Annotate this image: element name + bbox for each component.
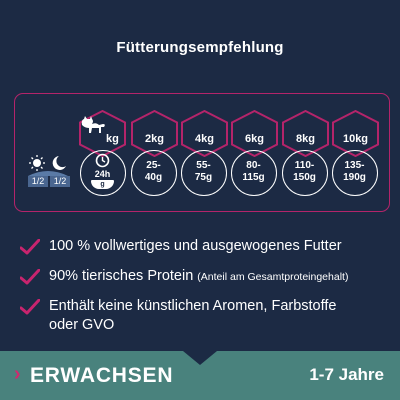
- list-item-text: 100 % vollwertiges und ausgewogenes Futt…: [49, 238, 342, 254]
- unit-label: kg: [106, 133, 119, 145]
- day-night-icon: [28, 155, 68, 176]
- age-range-label: 1-7 Jahre: [309, 365, 384, 384]
- list-item-note: (Anteil am Gesamtproteingehalt): [197, 271, 349, 283]
- life-stage-banner: › ERWACHSEN 1-7 Jahre: [0, 351, 400, 400]
- page-title: Fütterungsempfehlung: [116, 39, 284, 56]
- amount-circle: 135- 190g: [332, 150, 378, 196]
- weight-label: 2kg: [145, 133, 164, 145]
- cat-icon: [81, 116, 105, 133]
- chevron-right-icon: ›: [14, 363, 21, 385]
- amount-circle: 80- 115g: [231, 150, 277, 196]
- list-item-text: Enthält keine künstlichen Aromen, Farbst…: [49, 298, 337, 333]
- bowl-icon: g: [91, 180, 114, 189]
- amount-circle: 110- 150g: [282, 150, 328, 196]
- feeding-table-panel: [14, 93, 390, 212]
- sun-icon: [29, 155, 45, 171]
- bowl-label: g: [100, 181, 105, 188]
- weight-label: 4kg: [195, 133, 214, 145]
- weight-label: 8kg: [296, 133, 315, 145]
- amount-circle: 55- 75g: [181, 150, 227, 196]
- night-portion: 1/2: [50, 176, 70, 187]
- list-item-text: 90% tierisches Protein (Anteil am Gesamt…: [49, 267, 348, 287]
- daily-label: 24h: [94, 169, 111, 179]
- list-item-main: 90% tierisches Protein: [49, 268, 194, 284]
- life-stage-label: ERWACHSEN: [30, 364, 174, 387]
- amount-label: 25- 40g: [144, 160, 163, 183]
- checkmark-icon: [20, 299, 40, 315]
- clock-icon: [95, 153, 110, 168]
- weight-label: 10kg: [342, 133, 369, 145]
- checkmark-icon: [20, 239, 40, 255]
- amount-label: 80- 115g: [242, 160, 265, 183]
- moon-icon: [52, 156, 66, 170]
- amount-circle: 25- 40g: [131, 150, 177, 196]
- amount-label: 110- 150g: [293, 160, 316, 183]
- daily-ration-circle: 24h g: [80, 150, 126, 196]
- weight-label: 6kg: [245, 133, 264, 145]
- day-portion: 1/2: [28, 176, 48, 187]
- banner-notch: [183, 351, 217, 365]
- amount-label: 55- 75g: [194, 160, 213, 183]
- amount-label: 135- 190g: [343, 160, 366, 183]
- checkmark-icon: [20, 269, 40, 285]
